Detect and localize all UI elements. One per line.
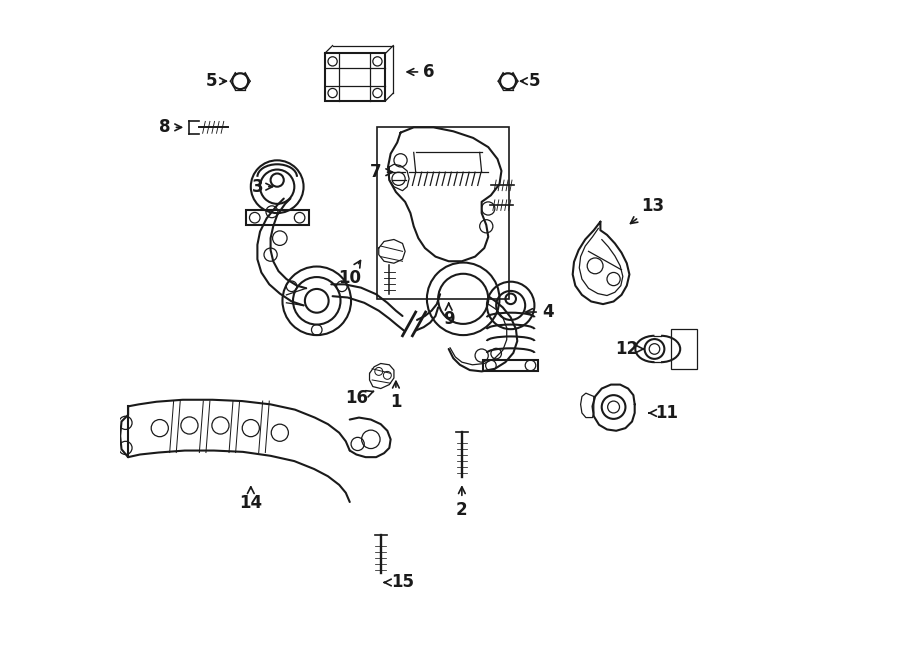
Text: 5: 5 xyxy=(205,72,227,90)
Bar xyxy=(483,360,538,371)
Text: 3: 3 xyxy=(252,178,273,196)
Text: 6: 6 xyxy=(407,63,435,81)
Text: 10: 10 xyxy=(338,260,361,287)
Text: 11: 11 xyxy=(649,404,678,422)
Text: 13: 13 xyxy=(631,198,665,223)
Text: 2: 2 xyxy=(456,487,468,519)
Text: 4: 4 xyxy=(526,303,554,321)
Text: 15: 15 xyxy=(384,574,414,592)
Text: 12: 12 xyxy=(616,340,644,358)
Bar xyxy=(671,329,698,369)
Text: 9: 9 xyxy=(443,303,454,328)
Text: 16: 16 xyxy=(345,389,373,407)
Text: 1: 1 xyxy=(391,381,401,410)
Text: 5: 5 xyxy=(520,72,540,90)
Text: 8: 8 xyxy=(159,118,182,136)
Bar xyxy=(325,54,385,101)
Text: 14: 14 xyxy=(239,487,263,512)
Bar xyxy=(377,128,509,299)
Text: 7: 7 xyxy=(370,163,392,181)
Bar xyxy=(246,210,309,225)
